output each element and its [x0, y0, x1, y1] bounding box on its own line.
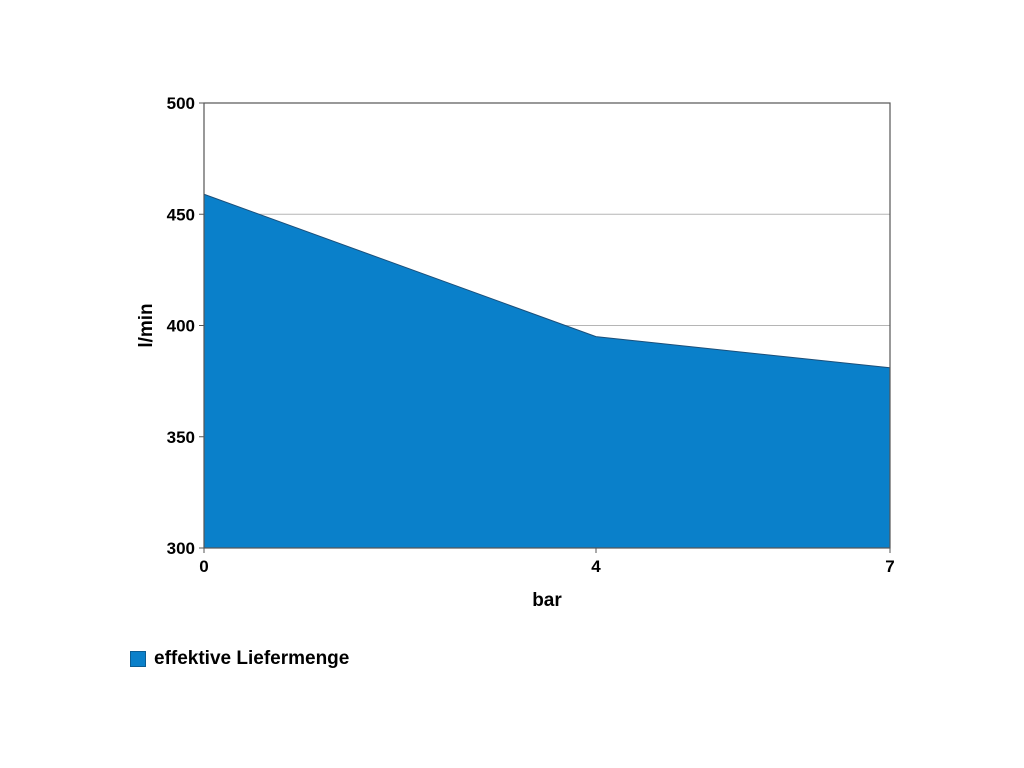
y-axis-title: l/min: [136, 303, 157, 347]
y-axis-ticks: 300 350 400 450 500: [167, 94, 204, 558]
y-tick-label-350: 350: [167, 428, 195, 447]
legend-label-effektive-liefermenge: effektive Liefermenge: [154, 648, 350, 669]
legend-swatch-effektive-liefermenge: [130, 651, 146, 667]
y-tick-label-450: 450: [167, 205, 195, 224]
x-tick-label-4: 4: [591, 557, 601, 576]
x-axis-ticks: 0 4 7: [199, 548, 895, 576]
series-area-effektive-liefermenge: [203, 193, 891, 549]
y-tick-label-400: 400: [167, 317, 195, 336]
y-tick-label-500: 500: [167, 94, 195, 113]
x-axis-title: bar: [532, 590, 562, 611]
y-tick-label-300: 300: [167, 539, 195, 558]
x-tick-label-0: 0: [199, 557, 208, 576]
legend: effektive Liefermenge: [130, 648, 349, 670]
x-tick-label-7: 7: [885, 557, 894, 576]
